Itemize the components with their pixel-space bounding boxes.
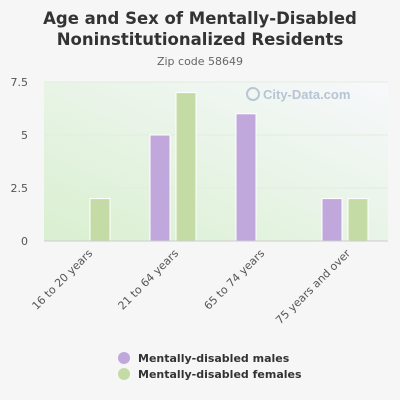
bar-males	[321, 198, 343, 242]
bar-females	[89, 198, 111, 242]
watermark-text: City-Data.com	[263, 87, 350, 102]
legend-swatch-females	[118, 368, 130, 380]
x-tick-label: 65 to 74 years	[201, 247, 267, 313]
legend-label-males: Mentally-disabled males	[138, 351, 290, 365]
legend: Mentally-disabled males Mentally-disable…	[118, 350, 302, 382]
y-tick-label: 0	[21, 235, 28, 248]
y-tick-label: 5	[21, 129, 28, 142]
x-tick-label: 21 to 64 years	[115, 247, 181, 313]
bar-males	[235, 113, 257, 242]
watermark: City-Data.com	[246, 87, 350, 102]
x-tick-label: 16 to 20 years	[29, 247, 95, 313]
legend-label-females: Mentally-disabled females	[138, 367, 302, 381]
legend-item-males: Mentally-disabled males	[118, 350, 302, 366]
legend-item-females: Mentally-disabled females	[118, 366, 302, 382]
bar-females	[347, 198, 369, 242]
y-tick-label: 2.5	[11, 182, 29, 195]
bar-males	[149, 134, 171, 242]
legend-swatch-males	[118, 352, 130, 364]
chart-subtitle: Zip code 58649	[156, 55, 244, 68]
bar-females	[175, 92, 197, 242]
chart-title: Age and Sex of Mentally-Disabled Noninst…	[43, 9, 357, 49]
y-tick-label: 7.5	[11, 76, 29, 89]
watermark-icon	[246, 87, 260, 101]
x-tick-label: 75 years and over	[273, 247, 353, 327]
